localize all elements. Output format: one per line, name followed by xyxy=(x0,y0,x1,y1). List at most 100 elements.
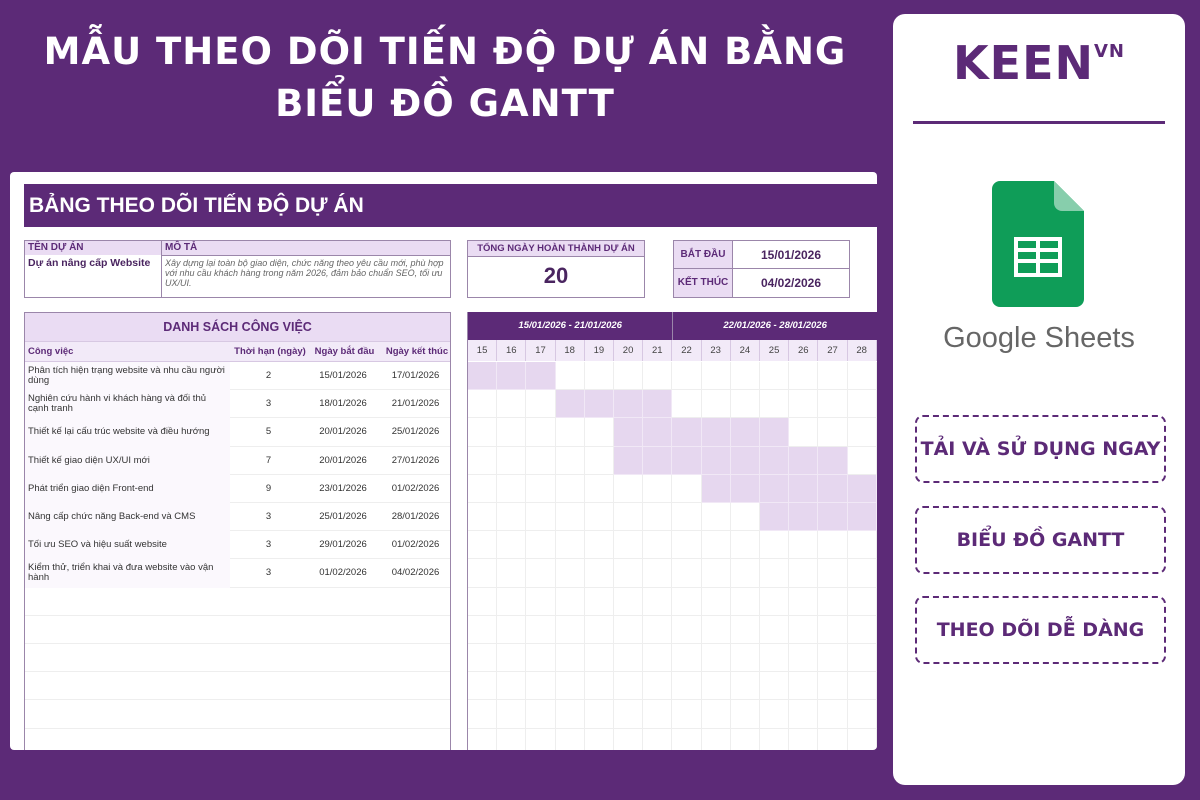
gantt-chart-button[interactable]: BIỂU ĐỒ GANTT xyxy=(915,506,1166,574)
gantt-cell xyxy=(672,728,702,750)
gantt-cell xyxy=(760,672,790,701)
gantt-cell xyxy=(847,446,877,475)
gantt-bar xyxy=(584,390,614,419)
table-row[interactable]: Nghiên cứu hành vi khách hàng và đối thủ… xyxy=(25,390,450,419)
gantt-cell xyxy=(497,672,527,701)
gantt-cell xyxy=(497,587,527,616)
task-start: 01/02/2026 xyxy=(319,567,367,579)
day-header: 28 xyxy=(847,340,877,361)
day-header: 20 xyxy=(614,340,644,361)
gantt-cell xyxy=(584,672,614,701)
gantt-cell xyxy=(730,587,760,616)
easy-tracking-button[interactable]: THEO DÕI DỄ DÀNG xyxy=(915,596,1166,664)
gantt-cell xyxy=(614,503,644,532)
gantt-cell xyxy=(584,644,614,673)
table-row[interactable]: Phát triển giao diện Front-end 9 23/01/202… xyxy=(25,474,450,503)
table-row[interactable]: Phân tích hiện trạng website và nhu cầu … xyxy=(25,362,450,391)
gantt-cell xyxy=(555,474,585,503)
gantt-sheet: BẢNG THEO DÕI TIẾN ĐỘ DỰ ÁN TÊN DỰ ÁN MÔ… xyxy=(10,172,877,750)
task-start: 15/01/2026 xyxy=(319,370,367,382)
gantt-bar xyxy=(760,446,790,475)
column-header: Ngày kết thúc xyxy=(385,346,449,357)
project-description[interactable]: Xây dựng lại toàn bộ giao diện, chức năn… xyxy=(161,255,450,297)
task-start: 23/01/2026 xyxy=(319,482,367,494)
gantt-cell xyxy=(789,362,819,391)
gantt-cell xyxy=(555,559,585,588)
table-row[interactable] xyxy=(25,672,450,701)
gantt-cell xyxy=(789,531,819,560)
project-name[interactable]: Dự án nâng cấp Website xyxy=(28,257,151,269)
task-end: 17/01/2026 xyxy=(391,370,440,382)
task-duration: 3 xyxy=(265,539,272,551)
table-row[interactable]: Thiết kế lại cấu trúc website và điều hư… xyxy=(25,418,450,447)
page-title: MẪU THEO DÕI TIẾN ĐỘ DỰ ÁN BẰNG BIỂU ĐỒ … xyxy=(43,30,847,125)
end-date[interactable]: 04/02/2026 xyxy=(732,269,849,297)
table-row[interactable]: Thiết kế giao diện UX/UI mới 7 20/01/2026 2… xyxy=(25,446,450,475)
gantt-cell xyxy=(555,587,585,616)
task-duration: 2 xyxy=(265,370,272,382)
task-start: 20/01/2026 xyxy=(319,454,367,466)
table-row[interactable] xyxy=(25,729,450,750)
promo-panel: KEENVN Google Sheets TẢI VÀ SỬ DỤNG NGAY… xyxy=(893,14,1185,785)
gantt-cell xyxy=(556,728,585,750)
gantt-cell xyxy=(672,615,702,644)
gantt-cell xyxy=(614,728,644,750)
gantt-cell xyxy=(672,362,702,391)
day-header: 26 xyxy=(789,340,819,361)
column-header: Ngày bắt đầu xyxy=(314,346,375,357)
task-end: 01/02/2026 xyxy=(391,482,440,494)
gantt-cell xyxy=(614,362,644,391)
table-row[interactable] xyxy=(25,700,450,729)
gantt-cell xyxy=(730,559,760,588)
gantt-cell xyxy=(526,531,556,560)
task-end: 01/02/2026 xyxy=(391,539,440,551)
table-row[interactable] xyxy=(25,644,450,673)
gantt-cell xyxy=(614,531,644,560)
gantt-cell xyxy=(701,362,731,391)
keen-logo: KEENVN xyxy=(953,36,1125,90)
gantt-cell xyxy=(497,503,527,532)
gantt-cell xyxy=(526,615,556,644)
gantt-cell xyxy=(555,418,585,447)
gantt-cell xyxy=(760,728,790,750)
gantt-bar xyxy=(730,446,760,475)
table-row[interactable] xyxy=(25,588,450,616)
gantt-bar xyxy=(701,474,731,503)
gantt-cell xyxy=(847,418,877,447)
table-row[interactable]: Tối ưu SEO và hiệu suất website 3 29/01/20… xyxy=(25,531,450,560)
gantt-cell xyxy=(847,390,877,419)
task-duration: 5 xyxy=(265,426,272,438)
task-name: Thiết kế giao diện UX/UI mới xyxy=(25,446,230,475)
gantt-cell xyxy=(526,587,556,616)
gantt-cell xyxy=(672,390,702,419)
gantt-cell xyxy=(818,390,848,419)
gantt-cell xyxy=(818,672,848,701)
table-row[interactable]: Nâng cấp chức năng Back-end và CMS 3 25/01… xyxy=(25,503,450,532)
gantt-cell xyxy=(701,503,731,532)
gantt-cell xyxy=(847,362,877,391)
gantt-cell xyxy=(584,503,614,532)
gantt-cell xyxy=(760,700,790,729)
gantt-cell xyxy=(584,446,614,475)
gantt-cell xyxy=(818,531,848,560)
task-name: Nghiên cứu hành vi khách hàng và đối thủ… xyxy=(25,390,230,419)
task-start: 25/01/2026 xyxy=(319,511,367,523)
gantt-cell xyxy=(789,390,819,419)
gantt-cell xyxy=(497,700,527,729)
gantt-cell xyxy=(702,728,731,750)
task-name: Nâng cấp chức năng Back-end và CMS xyxy=(25,503,230,532)
download-button[interactable]: TẢI VÀ SỬ DỤNG NGAY xyxy=(915,415,1166,483)
gantt-cell xyxy=(555,615,585,644)
start-date[interactable]: 15/01/2026 xyxy=(732,241,849,269)
gantt-cell xyxy=(701,644,731,673)
task-list-title: DANH SÁCH CÔNG VIỆC xyxy=(25,313,450,341)
task-duration: 9 xyxy=(265,482,272,494)
gantt-cell xyxy=(468,418,498,447)
table-row[interactable]: Kiểm thử, triển khai và đưa website vào … xyxy=(25,559,450,588)
gantt-cell xyxy=(847,587,877,616)
gantt-cell xyxy=(760,390,790,419)
gantt-cell xyxy=(526,390,556,419)
gantt-cell xyxy=(789,418,819,447)
task-name: Thiết kế lại cấu trúc website và điều hư… xyxy=(25,418,230,447)
table-row[interactable] xyxy=(25,616,450,644)
